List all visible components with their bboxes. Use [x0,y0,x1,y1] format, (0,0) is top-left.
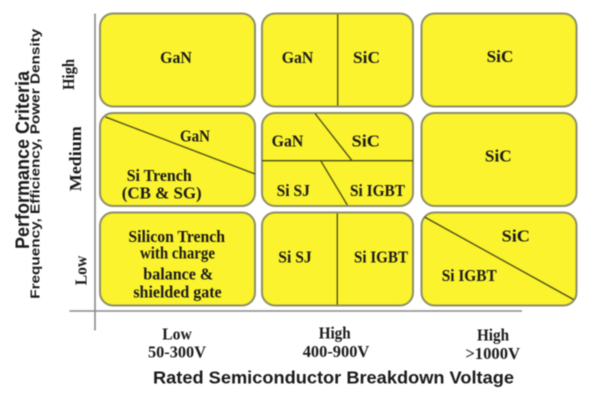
svg-text:SiC: SiC [485,146,512,165]
svg-text:with charge: with charge [140,244,215,263]
svg-text:shielded gate: shielded gate [133,283,222,302]
svg-text:SiC: SiC [353,48,380,67]
svg-text:balance &: balance & [143,264,213,283]
svg-text:High: High [477,325,509,344]
svg-text:400-900V: 400-900V [303,342,370,361]
svg-text:SiC: SiC [487,47,514,66]
svg-text:Si IGBT: Si IGBT [442,266,498,285]
svg-text:GaN: GaN [272,131,304,150]
svg-text:Silicon Trench: Silicon Trench [128,227,225,246]
svg-text:High: High [59,58,78,89]
svg-text:GaN: GaN [180,126,211,145]
svg-text:GaN: GaN [282,48,314,67]
svg-text:>1000V: >1000V [465,344,520,363]
svg-text:Medium: Medium [66,126,85,191]
svg-text:Si SJ: Si SJ [278,247,312,266]
svg-text:SiC: SiC [352,131,380,150]
svg-text:Rated Semiconductor Breakdown: Rated Semiconductor Breakdown Voltage [153,367,514,387]
svg-text:Frequency, Efficiency, Power D: Frequency, Efficiency, Power Density [27,28,42,299]
svg-text:(CB & SG): (CB & SG) [122,183,202,202]
svg-text:Low: Low [162,324,192,343]
svg-text:SiC: SiC [502,226,530,245]
svg-text:Si Trench: Si Trench [127,166,193,185]
svg-text:Performance Criteria: Performance Criteria [13,71,34,249]
svg-text:Si IGBT: Si IGBT [354,247,409,266]
svg-text:Si SJ: Si SJ [277,181,311,200]
svg-text:Si IGBT: Si IGBT [350,181,406,200]
svg-text:High: High [319,323,351,342]
svg-text:GaN: GaN [160,48,192,67]
svg-text:Low: Low [71,255,90,285]
svg-text:50-300V: 50-300V [148,343,207,362]
